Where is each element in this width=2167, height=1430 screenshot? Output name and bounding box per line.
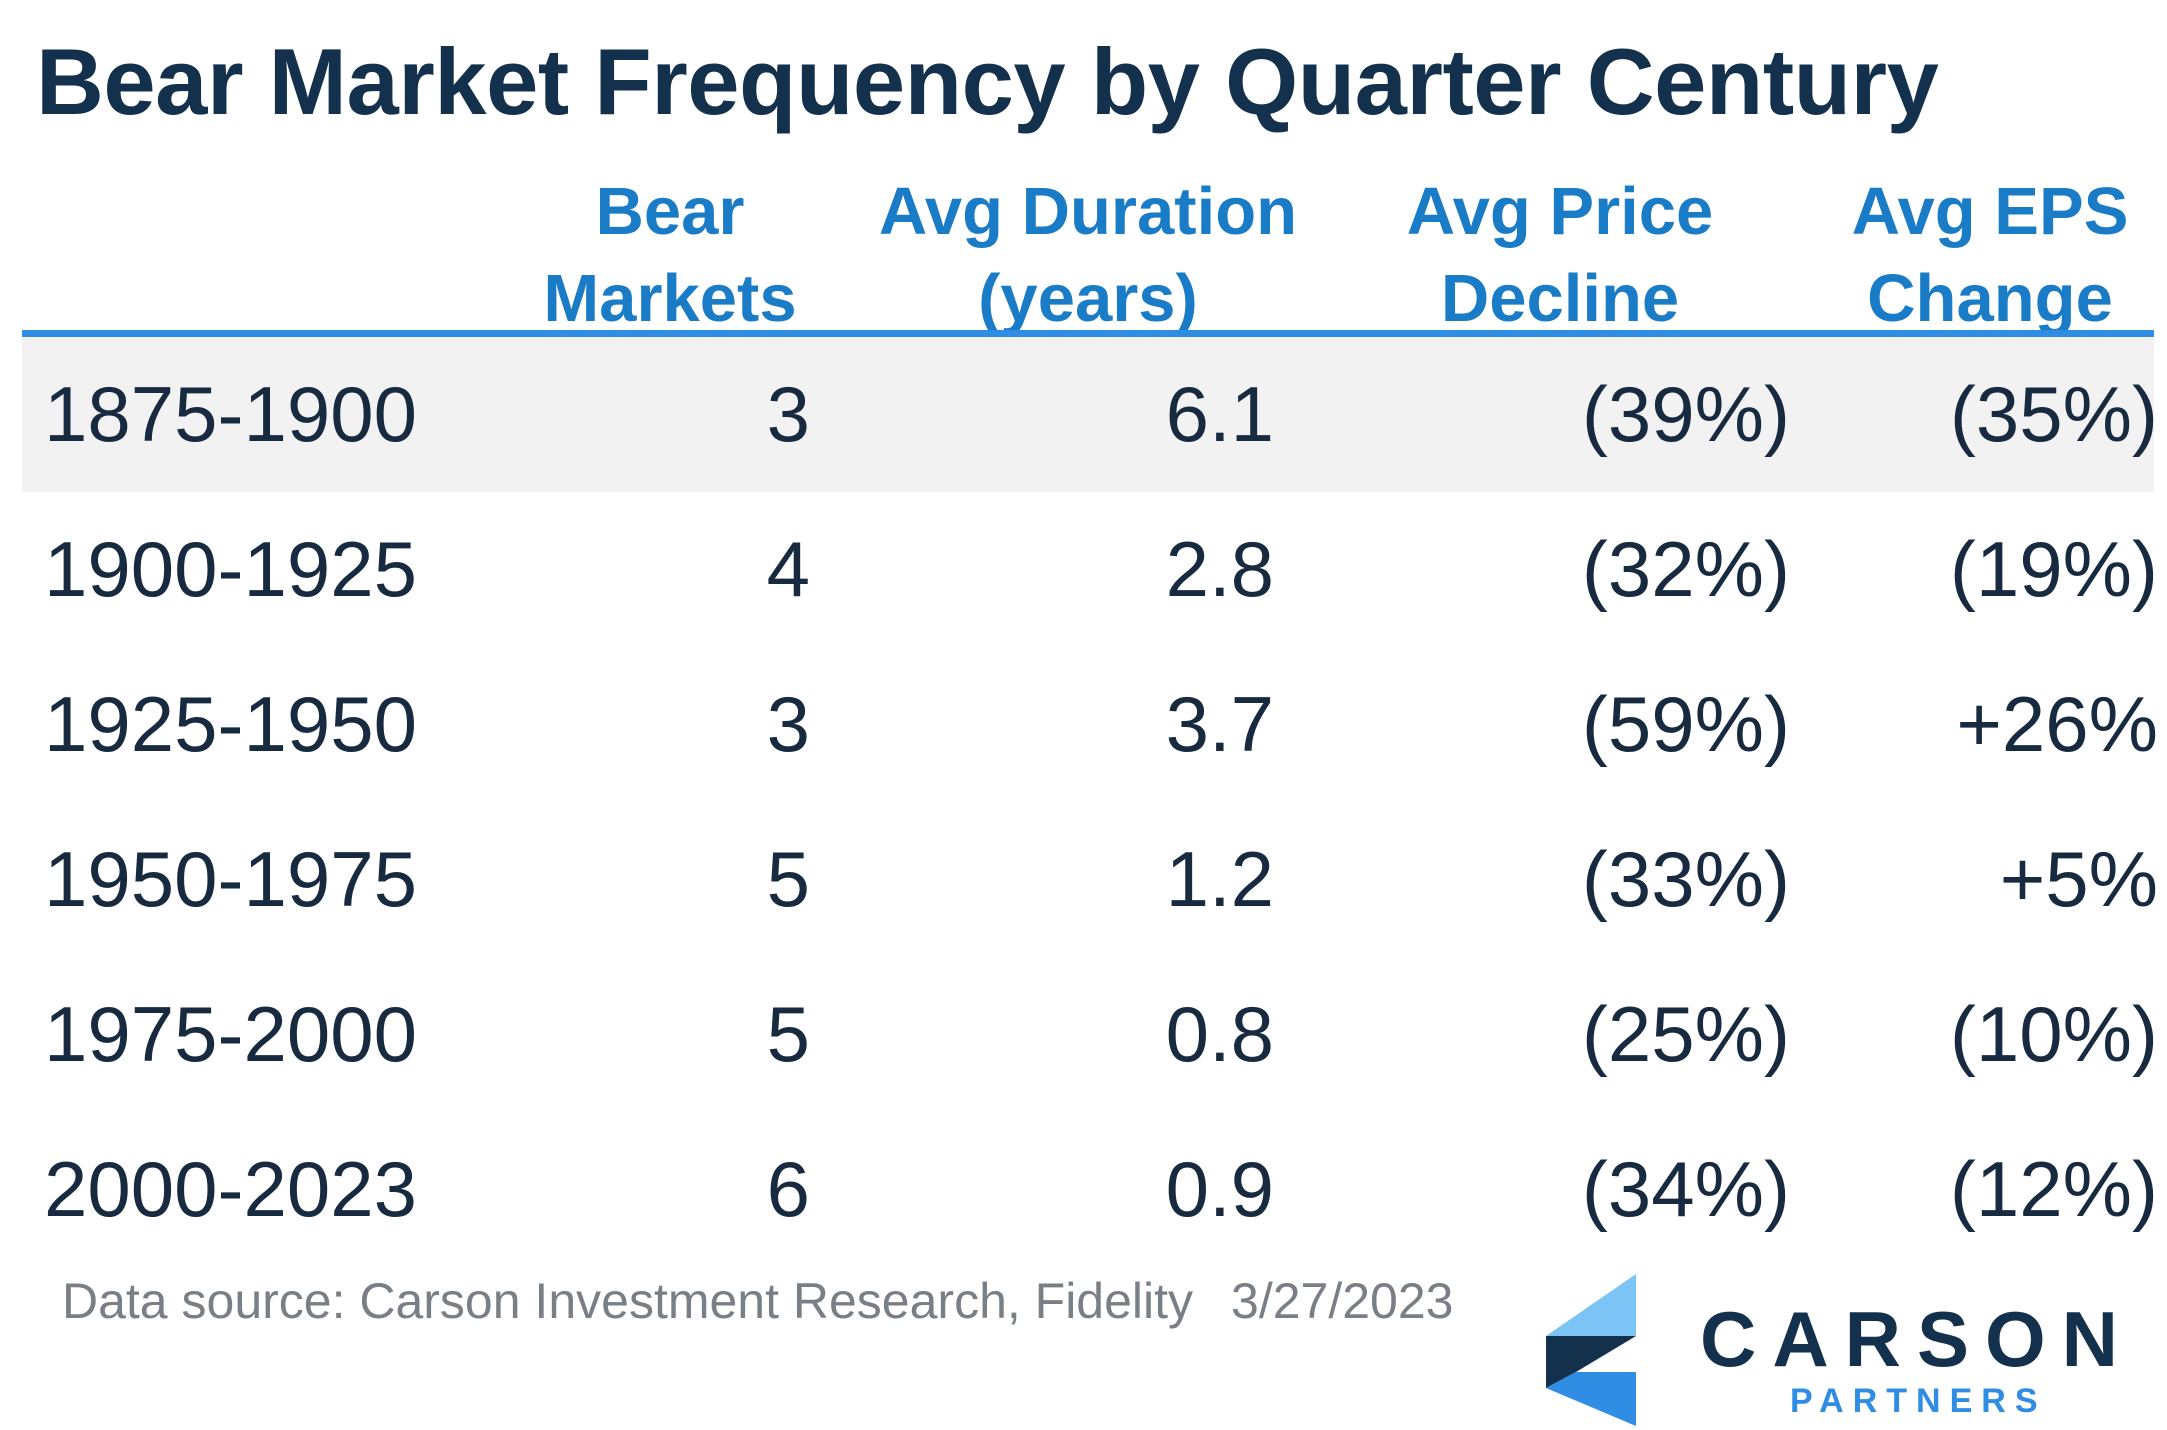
header-avg-eps-change: Avg EPS Change <box>1820 168 2160 342</box>
cell-avg-price-decline: (39%) <box>1581 370 1790 458</box>
logo-wordmark: CARSON <box>1700 1295 2135 1383</box>
cell-avg-duration: 6.1 <box>1165 370 1274 458</box>
cell-avg-duration: 3.7 <box>1165 680 1274 768</box>
logo-mark-lower <box>1546 1372 1636 1426</box>
carson-logo-mark-icon <box>1546 1274 1636 1426</box>
cell-period: 2000-2023 <box>44 1145 418 1233</box>
cell-period: 1925-1950 <box>44 680 418 768</box>
header-bear-markets-line2: Markets <box>543 261 797 336</box>
cell-avg-eps-change: (19%) <box>1949 525 2158 613</box>
cell-bear-markets: 3 <box>766 680 810 768</box>
cell-avg-eps-change: (12%) <box>1949 1145 2158 1233</box>
cell-period: 1950-1975 <box>44 835 418 923</box>
cell-avg-eps-change: +5% <box>1999 835 2158 923</box>
cell-bear-markets: 3 <box>766 370 810 458</box>
source-text: Data source: Carson Investment Research,… <box>62 1273 1194 1329</box>
table-row: 1950-1975 5 1.2 (33%) +5% <box>22 802 2158 957</box>
cell-avg-eps-change: (35%) <box>1949 370 2158 458</box>
table-row: 1900-1925 4 2.8 (32%) (19%) <box>22 492 2158 647</box>
cell-avg-eps-change: +26% <box>1956 680 2158 768</box>
header-avg-price-decline: Avg Price Decline <box>1370 168 1750 342</box>
header-rule <box>22 330 2154 337</box>
cell-avg-duration: 0.8 <box>1165 990 1274 1078</box>
cell-avg-price-decline: (34%) <box>1581 1145 1790 1233</box>
cell-avg-duration: 0.9 <box>1165 1145 1274 1233</box>
header-avg-eps-change-line2: Change <box>1867 261 2113 336</box>
table-body: 1875-1900 3 6.1 (39%) (35%) 1900-1925 4 2.8 (32%… <box>22 337 2158 1267</box>
header-bear-markets: Bear Markets <box>520 168 820 342</box>
logo-mark-upper <box>1546 1274 1636 1336</box>
cell-avg-price-decline: (59%) <box>1581 680 1790 768</box>
table-header: Bear Markets Avg Duration (years) Avg Pr… <box>0 168 2167 338</box>
cell-avg-price-decline: (32%) <box>1581 525 1790 613</box>
header-bear-markets-line1: Bear <box>595 174 745 249</box>
cell-bear-markets: 4 <box>766 525 810 613</box>
cell-avg-price-decline: (33%) <box>1581 835 1790 923</box>
cell-period: 1975-2000 <box>44 990 418 1078</box>
source-date: 3/27/2023 <box>1231 1273 1454 1329</box>
cell-period: 1875-1900 <box>44 370 418 458</box>
cell-bear-markets: 5 <box>766 835 810 923</box>
cell-period: 1900-1925 <box>44 525 418 613</box>
header-avg-price-decline-line2: Decline <box>1440 261 1680 336</box>
data-source-note: Data source: Carson Investment Research,… <box>62 1272 1453 1330</box>
header-avg-eps-change-line1: Avg EPS <box>1851 174 2129 249</box>
logo-mark-middle <box>1546 1336 1636 1388</box>
carson-partners-logo: CARSON PARTNERS <box>1540 1270 2140 1430</box>
header-avg-duration: Avg Duration (years) <box>858 168 1318 342</box>
chart-title: Bear Market Frequency by Quarter Century <box>36 29 1939 134</box>
cell-avg-eps-change: (10%) <box>1949 990 2158 1078</box>
cell-avg-duration: 2.8 <box>1165 525 1274 613</box>
table-row: 1975-2000 5 0.8 (25%) (10%) <box>22 957 2158 1112</box>
cell-bear-markets: 6 <box>766 1145 810 1233</box>
header-avg-duration-line1: Avg Duration <box>878 174 1298 249</box>
cell-avg-price-decline: (25%) <box>1581 990 1790 1078</box>
table-row: 1875-1900 3 6.1 (39%) (35%) <box>22 337 2158 492</box>
logo-subword: PARTNERS <box>1790 1382 2047 1420</box>
cell-avg-duration: 1.2 <box>1165 835 1274 923</box>
table-row: 2000-2023 6 0.9 (34%) (12%) <box>22 1112 2158 1267</box>
header-avg-duration-line2: (years) <box>978 261 1198 336</box>
table-row: 1925-1950 3 3.7 (59%) +26% <box>22 647 2158 802</box>
cell-bear-markets: 5 <box>766 990 810 1078</box>
header-avg-price-decline-line1: Avg Price <box>1406 174 1714 249</box>
